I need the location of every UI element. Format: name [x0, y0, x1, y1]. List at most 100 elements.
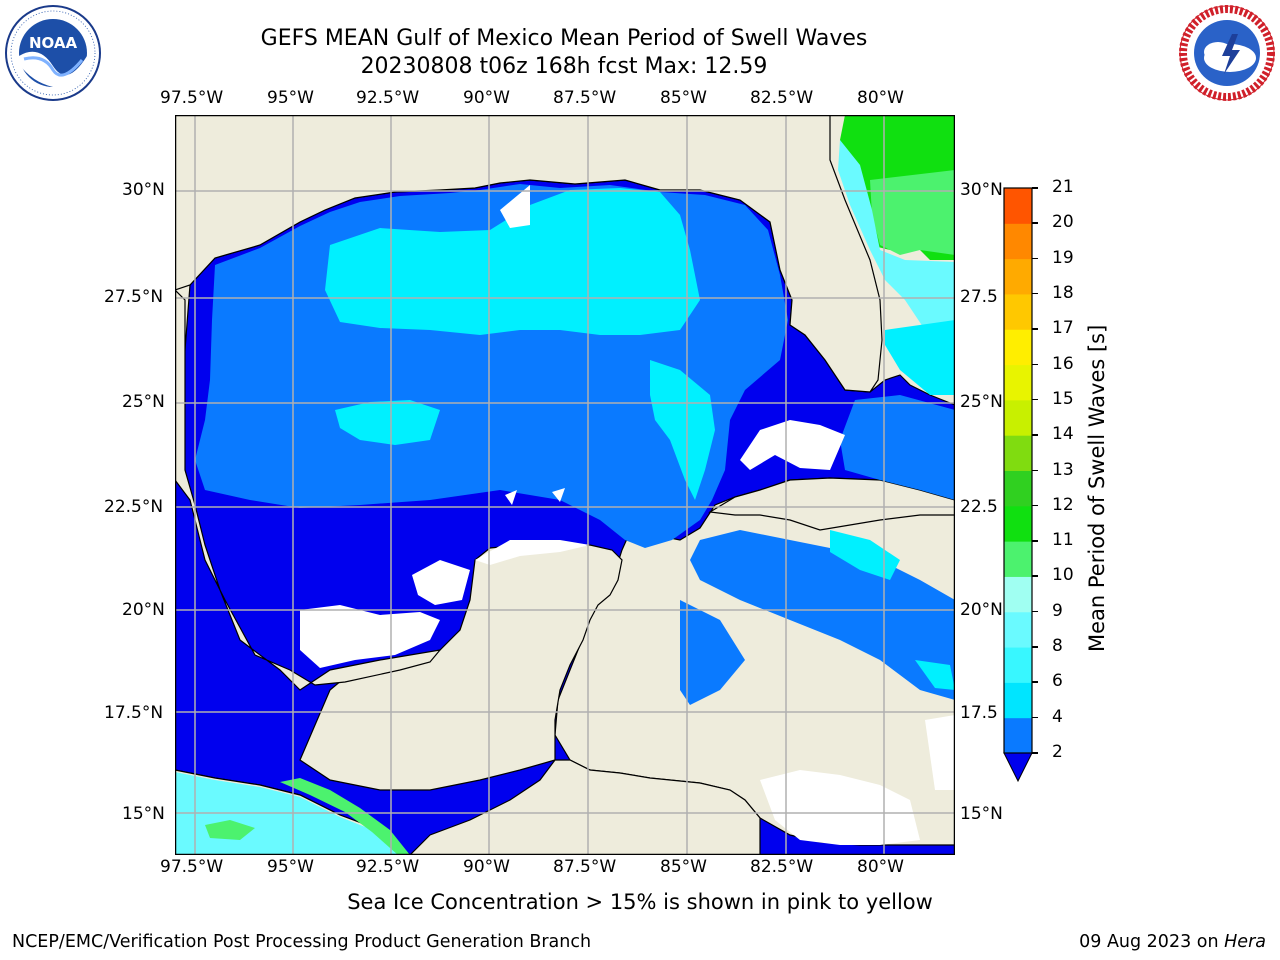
bahamas-blue: [840, 395, 955, 500]
colorbar-band: [1004, 541, 1032, 577]
lon-label: 90°W: [463, 857, 510, 877]
colorbar-tick: [1032, 187, 1038, 189]
lat-label: 17.5°N: [104, 703, 164, 723]
colorbar-tick-label: 12: [1052, 494, 1074, 515]
colorbar-band: [1004, 647, 1032, 683]
colorbar-tick: [1032, 222, 1038, 224]
pacific-green-patch: [205, 820, 255, 840]
no-data-patch: [925, 715, 955, 790]
colorbar-band: [1004, 435, 1032, 471]
footer-date: 09 Aug 2023 on Hera: [1079, 932, 1266, 952]
no-data-patch: [760, 770, 920, 845]
map-panel: [174, 114, 956, 856]
colorbar-tick: [1032, 257, 1038, 260]
colorbar-tick-label: 9: [1052, 600, 1063, 621]
colorbar-band: [1004, 505, 1032, 542]
colorbar-band: [1004, 682, 1032, 719]
lat-label: 15°N: [122, 804, 165, 824]
colorbar-band: [1004, 329, 1032, 366]
colorbar-tick-label: 2: [1052, 742, 1063, 762]
colorbar-tick: [1032, 575, 1038, 577]
map-svg: [174, 114, 956, 856]
colorbar-tick-label: 13: [1052, 459, 1074, 480]
colorbar-tick-label: 16: [1052, 353, 1074, 374]
no-data-patch: [790, 440, 815, 462]
colorbar-tick: [1032, 363, 1038, 366]
no-data-patch: [475, 540, 590, 565]
colorbar-band: [1004, 223, 1032, 260]
colorbar-tick: [1032, 716, 1038, 719]
lon-label: 80°W: [857, 857, 904, 877]
colorbar-extend-triangle: [1003, 752, 1033, 783]
nws-logo: [1178, 4, 1276, 102]
lat-label: 20°N: [122, 600, 165, 620]
colorbar-tick-label: 17: [1052, 318, 1074, 339]
lat-label: 27.5: [960, 287, 998, 307]
sea-ice-note: Sea Ice Concentration > 15% is shown in …: [347, 890, 933, 914]
no-data-patch: [552, 488, 565, 502]
lon-label: 95°W: [267, 857, 314, 877]
lon-label: 80°W: [857, 88, 904, 108]
colorbar-band: [1004, 576, 1032, 613]
cuba-land: [708, 477, 955, 531]
lon-label: 92.5°W: [356, 857, 420, 877]
lon-label: 97.5°W: [160, 88, 224, 108]
colorbar: [1000, 185, 1040, 785]
colorbar-tick-label: 19: [1052, 247, 1074, 268]
footer-host: Hera: [1224, 932, 1266, 952]
chart-title: GEFS MEAN Gulf of Mexico Mean Period of …: [260, 26, 868, 51]
lat-label: 30°N: [122, 180, 165, 200]
colorbar-tick-label: 20: [1052, 212, 1074, 233]
swell-blue-south: [680, 600, 745, 705]
pacific-green-band: [280, 778, 410, 855]
colorbar-tick-label: 11: [1052, 530, 1074, 551]
colorbar-tick: [1032, 398, 1038, 401]
colorbar-tick: [1032, 752, 1038, 754]
colorbar-band: [1004, 717, 1032, 754]
lon-label: 87.5°W: [553, 88, 617, 108]
us-gulf-land: [175, 115, 883, 393]
colorbar-band: [1004, 258, 1032, 295]
colorbar-tick-label: 6: [1052, 671, 1063, 692]
colorbar-band: [1004, 364, 1032, 401]
swell-cyan-tongue: [650, 360, 715, 500]
colorbar-tick: [1032, 504, 1038, 507]
chart-subtitle: 20230808 t06z 168h fcst Max: 12.59: [360, 54, 768, 79]
lon-label: 85°W: [660, 857, 707, 877]
colorbar-tick-label: 4: [1052, 706, 1063, 727]
lon-label: 90°W: [463, 88, 510, 108]
atlantic-light-green: [870, 170, 955, 255]
lat-label: 15°N: [960, 804, 1003, 824]
lat-label: 20°N: [960, 600, 1003, 620]
lon-label: 92.5°W: [356, 88, 420, 108]
noaa-logo: NOAA: [4, 4, 102, 102]
atlantic-cyan: [838, 140, 955, 340]
lon-label: 82.5°W: [750, 88, 814, 108]
colorbar-tick: [1032, 646, 1038, 648]
map-gridlines: [175, 115, 955, 855]
lon-label: 97.5°W: [160, 857, 224, 877]
swell-cyan-se: [915, 660, 955, 690]
colorbar-tick-label: 15: [1052, 388, 1074, 409]
lon-label: 95°W: [267, 88, 314, 108]
colorbar-band: [1004, 611, 1032, 648]
lon-label: 85°W: [660, 88, 707, 108]
colorbar-title: Mean Period of Swell Waves [s]: [1085, 324, 1109, 652]
lat-label: 17.5: [960, 703, 998, 723]
colorbar-tick: [1032, 328, 1038, 330]
no-data-patch: [505, 490, 517, 505]
colorbar-tick: [1032, 434, 1038, 436]
atlantic-cyan-south: [885, 320, 955, 395]
colorbar-band: [1004, 470, 1032, 507]
colorbar-band: [1004, 399, 1032, 436]
colorbar-band: [1004, 188, 1032, 224]
colorbar-tick-label: 8: [1052, 636, 1063, 657]
lat-label: 27.5°N: [104, 287, 164, 307]
colorbar-tick: [1032, 469, 1038, 471]
colorbar-svg: [1003, 187, 1033, 783]
no-data-patches: [300, 185, 955, 845]
colorbar-ticks: 2 4 6 8 9 10 11 12 13 14 15 16 17 18 19 20 21: [1032, 0, 1100, 960]
map-frame: [174, 114, 956, 856]
no-data-patch: [500, 185, 530, 228]
swell-cyan-east: [830, 530, 900, 580]
